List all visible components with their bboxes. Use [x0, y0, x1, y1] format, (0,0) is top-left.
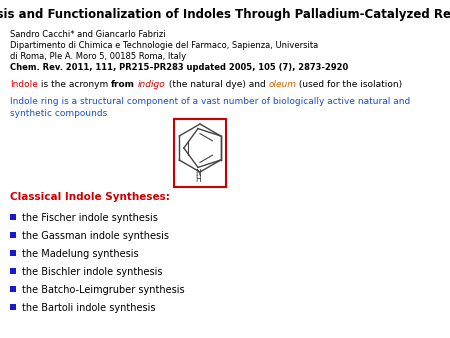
Text: the Madelung synthesis: the Madelung synthesis — [22, 249, 139, 259]
Text: is the acronym: is the acronym — [38, 80, 111, 89]
Text: (the natural dye) and: (the natural dye) and — [166, 80, 268, 89]
Text: di Roma, Ple A. Moro 5, 00185 Roma, Italy: di Roma, Ple A. Moro 5, 00185 Roma, Ital… — [10, 52, 186, 61]
Text: Classical Indole Syntheses:: Classical Indole Syntheses: — [10, 192, 170, 202]
Text: the Batcho-Leimgruber synthesis: the Batcho-Leimgruber synthesis — [22, 285, 184, 295]
Text: Indole: Indole — [10, 80, 38, 89]
Text: Synthesis and Functionalization of Indoles Through Palladium-Catalyzed Reactions: Synthesis and Functionalization of Indol… — [0, 8, 450, 21]
Bar — [10, 268, 16, 274]
Bar — [174, 119, 226, 187]
Text: indigo: indigo — [138, 80, 166, 89]
Text: (used for the isolation): (used for the isolation) — [296, 80, 402, 89]
Bar — [10, 286, 16, 292]
Text: the Gassman indole synthesis: the Gassman indole synthesis — [22, 231, 169, 241]
Text: the Bartoli indole synthesis: the Bartoli indole synthesis — [22, 303, 156, 313]
Text: the Fischer indole synthesis: the Fischer indole synthesis — [22, 213, 158, 223]
Bar — [10, 214, 16, 220]
Bar — [10, 232, 16, 238]
Text: Indole ring is a structural component of a vast number of biologically active na: Indole ring is a structural component of… — [10, 97, 410, 119]
Bar — [10, 250, 16, 256]
Text: the Bischler indole synthesis: the Bischler indole synthesis — [22, 267, 162, 277]
Text: Dipartimento di Chimica e Technologie del Farmaco, Sapienza, Universita: Dipartimento di Chimica e Technologie de… — [10, 41, 318, 50]
Text: from: from — [111, 80, 135, 89]
Text: Sandro Cacchi* and Giancarlo Fabrizi: Sandro Cacchi* and Giancarlo Fabrizi — [10, 30, 166, 39]
Text: N: N — [195, 169, 201, 178]
Text: Chem. Rev. 2011, 111, PR215–PR283 updated 2005, 105 (7), 2873-2920: Chem. Rev. 2011, 111, PR215–PR283 update… — [10, 63, 348, 72]
Text: oleum: oleum — [268, 80, 296, 89]
Text: H: H — [195, 175, 201, 185]
Bar — [10, 304, 16, 310]
